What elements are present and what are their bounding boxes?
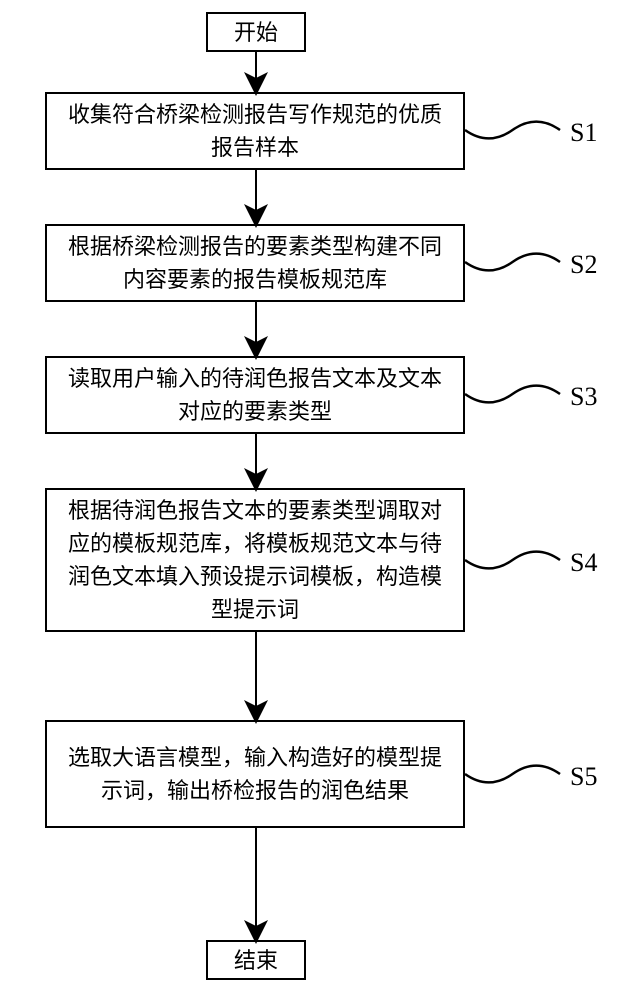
step-s4: 根据待润色报告文本的要素类型调取对应的模板规范库，将模板规范文本与待润色文本填入… xyxy=(45,488,465,632)
step-s2: 根据桥梁检测报告的要素类型构建不同内容要素的报告模板规范库 xyxy=(45,224,465,302)
step-s1: 收集符合桥梁检测报告写作规范的优质报告样本 xyxy=(45,92,465,170)
wave-connector xyxy=(465,122,560,139)
wave-connector xyxy=(465,386,560,403)
label-s3: S3 xyxy=(570,382,597,412)
step-s5-text: 选取大语言模型，输入构造好的模型提示词，输出桥检报告的润色结果 xyxy=(61,741,449,807)
label-s5: S5 xyxy=(570,762,597,792)
step-s5: 选取大语言模型，输入构造好的模型提示词，输出桥检报告的润色结果 xyxy=(45,720,465,828)
label-s4: S4 xyxy=(570,548,597,578)
step-s2-text: 根据桥梁检测报告的要素类型构建不同内容要素的报告模板规范库 xyxy=(61,230,449,296)
label-s2: S2 xyxy=(570,250,597,280)
flowchart-canvas: 开始 结束 收集符合桥梁检测报告写作规范的优质报告样本 根据桥梁检测报告的要素类… xyxy=(0,0,639,1000)
terminal-start-text: 开始 xyxy=(234,16,278,49)
step-s3: 读取用户输入的待润色报告文本及文本对应的要素类型 xyxy=(45,356,465,434)
wave-connector xyxy=(465,766,560,783)
label-s1: S1 xyxy=(570,118,597,148)
terminal-end-text: 结束 xyxy=(234,944,278,977)
step-s1-text: 收集符合桥梁检测报告写作规范的优质报告样本 xyxy=(61,98,449,164)
terminal-end: 结束 xyxy=(206,940,306,980)
step-s4-text: 根据待润色报告文本的要素类型调取对应的模板规范库，将模板规范文本与待润色文本填入… xyxy=(61,494,449,626)
wave-connector xyxy=(465,254,560,271)
wave-connector xyxy=(465,552,560,569)
step-s3-text: 读取用户输入的待润色报告文本及文本对应的要素类型 xyxy=(61,362,449,428)
terminal-start: 开始 xyxy=(206,12,306,52)
